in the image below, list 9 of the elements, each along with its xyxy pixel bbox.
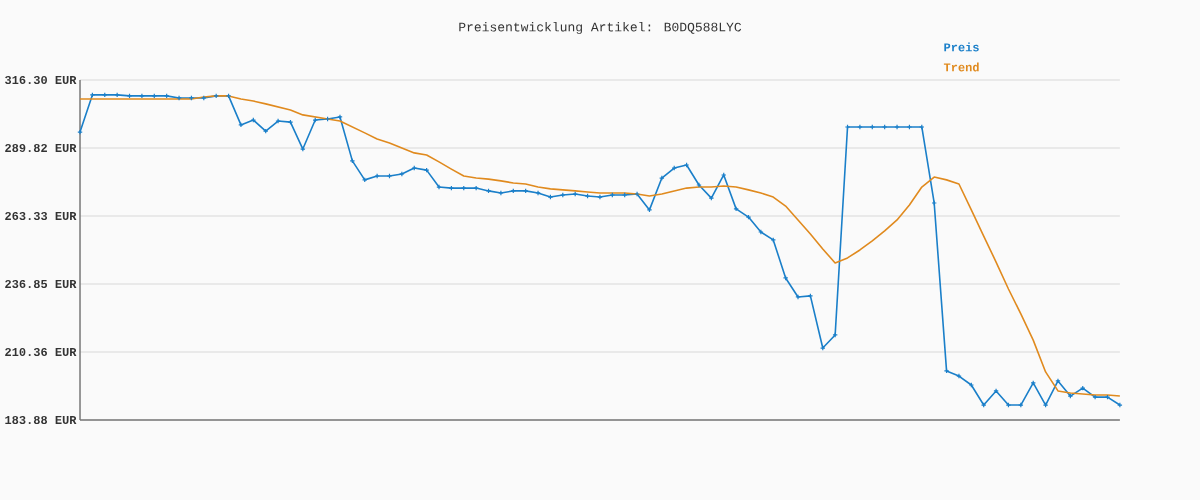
y-tick-label: 316.30 EUR bbox=[5, 75, 77, 85]
chart-title: Preisentwicklung Artikel: B0DQ588LYC bbox=[459, 21, 742, 35]
y-tick-label: 210.36 EUR bbox=[5, 347, 77, 357]
y-tick-label: 183.88 EUR bbox=[5, 415, 77, 425]
y-tick-label: 236.85 EUR bbox=[5, 279, 77, 289]
y-tick-label: 289.82 EUR bbox=[5, 143, 77, 153]
text: Preis bbox=[944, 42, 979, 52]
y-tick-label: 263.33 EUR bbox=[5, 211, 77, 221]
text: Trend bbox=[943, 62, 979, 72]
